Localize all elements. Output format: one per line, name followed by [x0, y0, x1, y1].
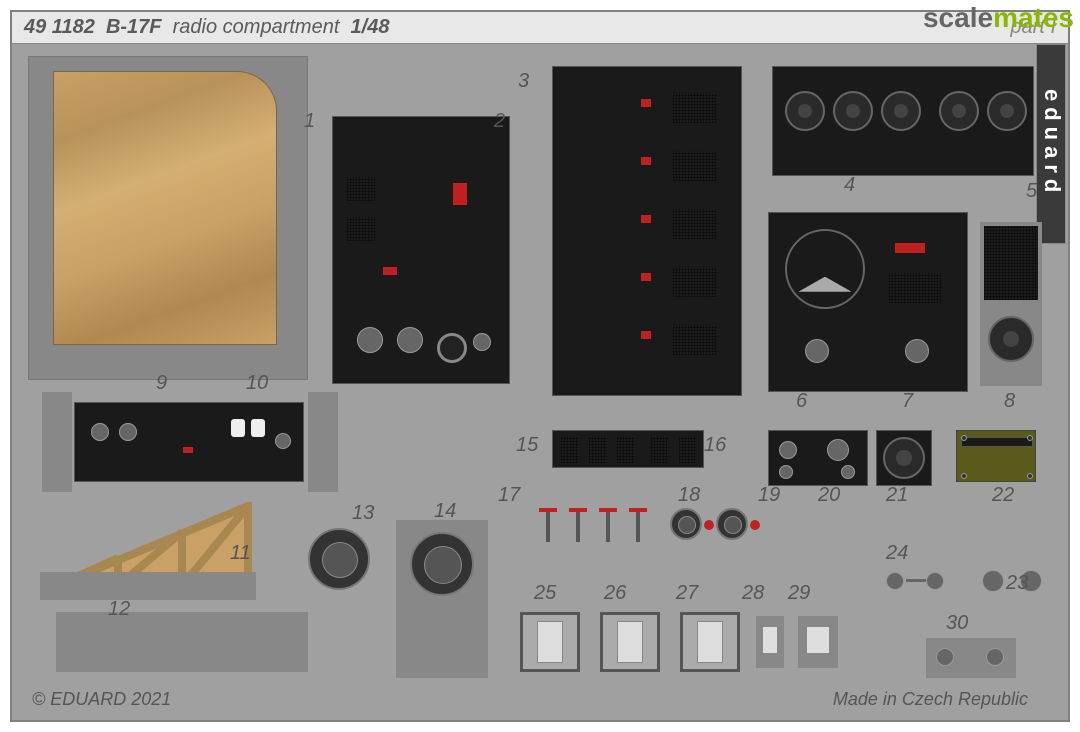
part-label-27: 27	[676, 582, 698, 605]
part-22-olive	[956, 430, 1036, 482]
model: B-17F	[106, 16, 162, 39]
white-light	[231, 419, 245, 437]
part-label-3: 3	[518, 70, 529, 93]
scale: 1/48	[351, 16, 390, 39]
part-label-16: 16	[704, 434, 726, 457]
part-29-block	[798, 616, 838, 668]
part-label-10: 10	[246, 372, 268, 395]
part-label-25: 25	[534, 582, 556, 605]
part-label-21: 21	[886, 484, 908, 507]
part-label-6: 6	[796, 390, 807, 413]
frame-12	[56, 612, 308, 672]
part-1-frame	[28, 56, 308, 380]
part-21-gauge	[876, 430, 932, 486]
tuning-dial	[785, 229, 865, 309]
part-14-frame	[396, 520, 488, 678]
sku: 49 1182	[24, 16, 95, 39]
part-13-dial	[308, 528, 370, 590]
part-17-handles	[536, 506, 666, 550]
part-label-14: 14	[434, 500, 456, 523]
photoetch-fret: 49 1182 B-17F radio compartment 1/48 par…	[10, 10, 1070, 722]
part-label-28: 28	[742, 582, 764, 605]
watermark: scalemates	[923, 2, 1074, 34]
part-4-panel	[772, 66, 1034, 176]
part-label-30: 30	[946, 612, 968, 635]
copyright: © EDUARD 2021	[32, 689, 171, 710]
part-label-17: 17	[498, 484, 520, 507]
part-15-switches	[552, 430, 704, 468]
part-1920-tuners	[768, 430, 868, 486]
part-label-23: 23	[1006, 572, 1028, 595]
part-label-20: 20	[818, 484, 840, 507]
part-label-26: 26	[604, 582, 626, 605]
part-2-panel	[332, 116, 510, 384]
part-28-block	[756, 616, 784, 668]
part-label-29: 29	[788, 582, 810, 605]
part-label-4: 4	[844, 174, 855, 197]
panel2-grid	[347, 177, 375, 201]
header-bar: 49 1182 B-17F radio compartment 1/48 par…	[12, 12, 1068, 44]
part-label-18: 18	[678, 484, 700, 507]
part-label-8: 8	[1004, 390, 1015, 413]
part-18-knobs	[666, 506, 756, 550]
part-label-7: 7	[902, 390, 913, 413]
subject: radio compartment	[173, 16, 340, 39]
part-3-panel	[552, 66, 742, 396]
watermark-1: scale	[923, 2, 993, 33]
part-label-22: 22	[992, 484, 1014, 507]
part-label-24: 24	[886, 542, 908, 565]
part-9-panel	[74, 402, 304, 482]
part-label-1: 1	[304, 110, 315, 133]
part-label-2: 2	[494, 110, 505, 133]
watermark-2: mates	[993, 2, 1074, 33]
part-label-9: 9	[156, 372, 167, 395]
part-label-15: 15	[516, 434, 538, 457]
part-1-wood	[53, 71, 277, 345]
part-67-panel	[768, 212, 968, 392]
frame-left2	[308, 392, 338, 492]
frame-left	[42, 392, 72, 492]
frame-11-tabs	[40, 572, 256, 600]
part-8-grille	[980, 222, 1042, 386]
origin: Made in Czech Republic	[833, 689, 1028, 710]
brand-side: eduard	[1036, 44, 1066, 244]
part-30-block	[926, 638, 1016, 678]
part-label-5: 5	[1026, 180, 1037, 203]
part-label-12: 12	[108, 598, 130, 621]
part-2527-brackets	[516, 608, 746, 680]
part-label-19: 19	[758, 484, 780, 507]
part-label-11: 11	[230, 542, 251, 565]
part-label-13: 13	[352, 502, 374, 525]
